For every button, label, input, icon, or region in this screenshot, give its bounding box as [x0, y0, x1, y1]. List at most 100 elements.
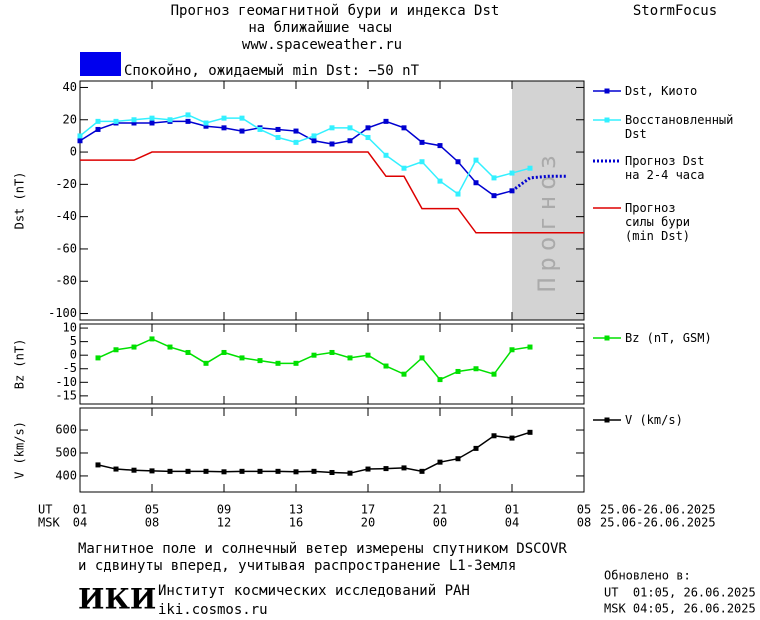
forecast-band: [512, 81, 584, 320]
updated-label: Обновлено в:: [604, 569, 691, 583]
y-tick-label: 40: [63, 80, 77, 94]
legend-marker: [604, 417, 610, 423]
data-point: [275, 135, 281, 141]
forecast-label: Прогноз: [533, 149, 561, 292]
data-point: [383, 363, 389, 369]
status-text: Спокойно, ожидаемый min Dst: −50 nT: [124, 63, 420, 79]
y-tick-label: -100: [48, 306, 77, 320]
data-point: [221, 469, 227, 475]
x-tick-label: 01: [73, 503, 87, 517]
y-tick-label: -60: [55, 241, 77, 255]
y-axis-label: Bz (nT): [13, 339, 27, 390]
data-point: [491, 193, 497, 199]
updated-msk: MSK 04:05, 26.06.2025: [604, 602, 756, 616]
data-point: [401, 125, 407, 131]
data-point: [473, 157, 479, 163]
data-point: [365, 466, 371, 472]
data-point: [203, 120, 209, 126]
series-line: [97, 431, 531, 474]
legend-label: Прогноз силы бури (min Dst): [625, 201, 690, 243]
x-label: MSK: [38, 516, 60, 530]
x-tick-label-msk: 20: [361, 516, 375, 530]
data-point: [239, 128, 245, 134]
y-tick-label: 0: [70, 145, 77, 159]
updated-ut: UT 01:05, 26.06.2025: [604, 586, 756, 600]
data-point: [293, 128, 299, 134]
institute: Институт космических исследований РАН: [158, 583, 470, 599]
data-point: [311, 133, 317, 139]
y-axis-label: Dst (nT): [13, 172, 27, 230]
data-point: [221, 115, 227, 121]
y-tick-label: 600: [55, 423, 77, 437]
data-point: [257, 126, 263, 132]
x-tick-label: 21: [433, 503, 447, 517]
data-point: [437, 459, 443, 465]
data-point: [95, 355, 101, 361]
data-point: [167, 344, 173, 350]
data-point: [347, 125, 353, 131]
x-tick-label: 17: [361, 503, 375, 517]
data-point: [527, 165, 533, 171]
data-point: [275, 360, 281, 366]
data-point: [347, 138, 353, 144]
data-point: [455, 456, 461, 462]
y-tick-label: -20: [55, 177, 77, 191]
date-range: 25.06-26.06.2025: [600, 503, 716, 517]
data-point: [131, 117, 137, 123]
data-point: [419, 139, 425, 145]
data-point: [401, 371, 407, 377]
footer-note: Магнитное поле и солнечный ветер измерен…: [78, 541, 567, 557]
data-point: [365, 125, 371, 131]
legend-label: Прогноз Dst на 2-4 часа: [625, 154, 704, 182]
data-point: [383, 118, 389, 124]
logo: ИКИ: [78, 583, 156, 616]
x-tick-label-msk: 04: [505, 516, 519, 530]
data-point: [347, 355, 353, 361]
y-tick-label: -80: [55, 274, 77, 288]
data-point: [275, 468, 281, 474]
data-point: [329, 125, 335, 131]
data-point: [491, 371, 497, 377]
y-tick-label: 20: [63, 112, 77, 126]
data-point: [329, 141, 335, 147]
data-point: [113, 118, 119, 124]
data-point: [149, 336, 155, 342]
data-point: [293, 360, 299, 366]
data-point: [293, 469, 299, 475]
data-point: [257, 468, 263, 474]
data-point: [455, 159, 461, 165]
data-point: [239, 355, 245, 361]
data-point: [203, 123, 209, 129]
legend-marker: [604, 117, 610, 123]
data-point: [185, 349, 191, 355]
legend-label: Bz (nT, GSM): [625, 331, 712, 345]
site: iki.cosmos.ru: [158, 602, 268, 618]
y-tick-label: 5: [70, 334, 77, 348]
legend-marker: [604, 88, 610, 94]
data-point: [509, 435, 515, 441]
legend-marker: [604, 335, 610, 341]
series-line: [80, 151, 584, 234]
series-line: [511, 174, 566, 193]
data-point: [419, 159, 425, 165]
y-tick-label: -5: [63, 361, 77, 375]
data-point: [419, 355, 425, 361]
data-point: [131, 467, 137, 473]
data-point: [509, 347, 515, 353]
series-line: [79, 114, 531, 196]
x-tick-label-msk: 00: [433, 516, 447, 530]
data-point: [77, 133, 83, 139]
data-point: [455, 368, 461, 374]
series-line: [97, 338, 531, 381]
data-point: [239, 468, 245, 474]
data-point: [383, 152, 389, 158]
data-point: [527, 344, 533, 350]
data-point: [329, 469, 335, 475]
data-point: [275, 126, 281, 132]
status-indicator: [80, 52, 121, 76]
data-point: [131, 344, 137, 350]
data-point: [437, 377, 443, 383]
data-point: [473, 445, 479, 451]
data-point: [77, 138, 83, 144]
